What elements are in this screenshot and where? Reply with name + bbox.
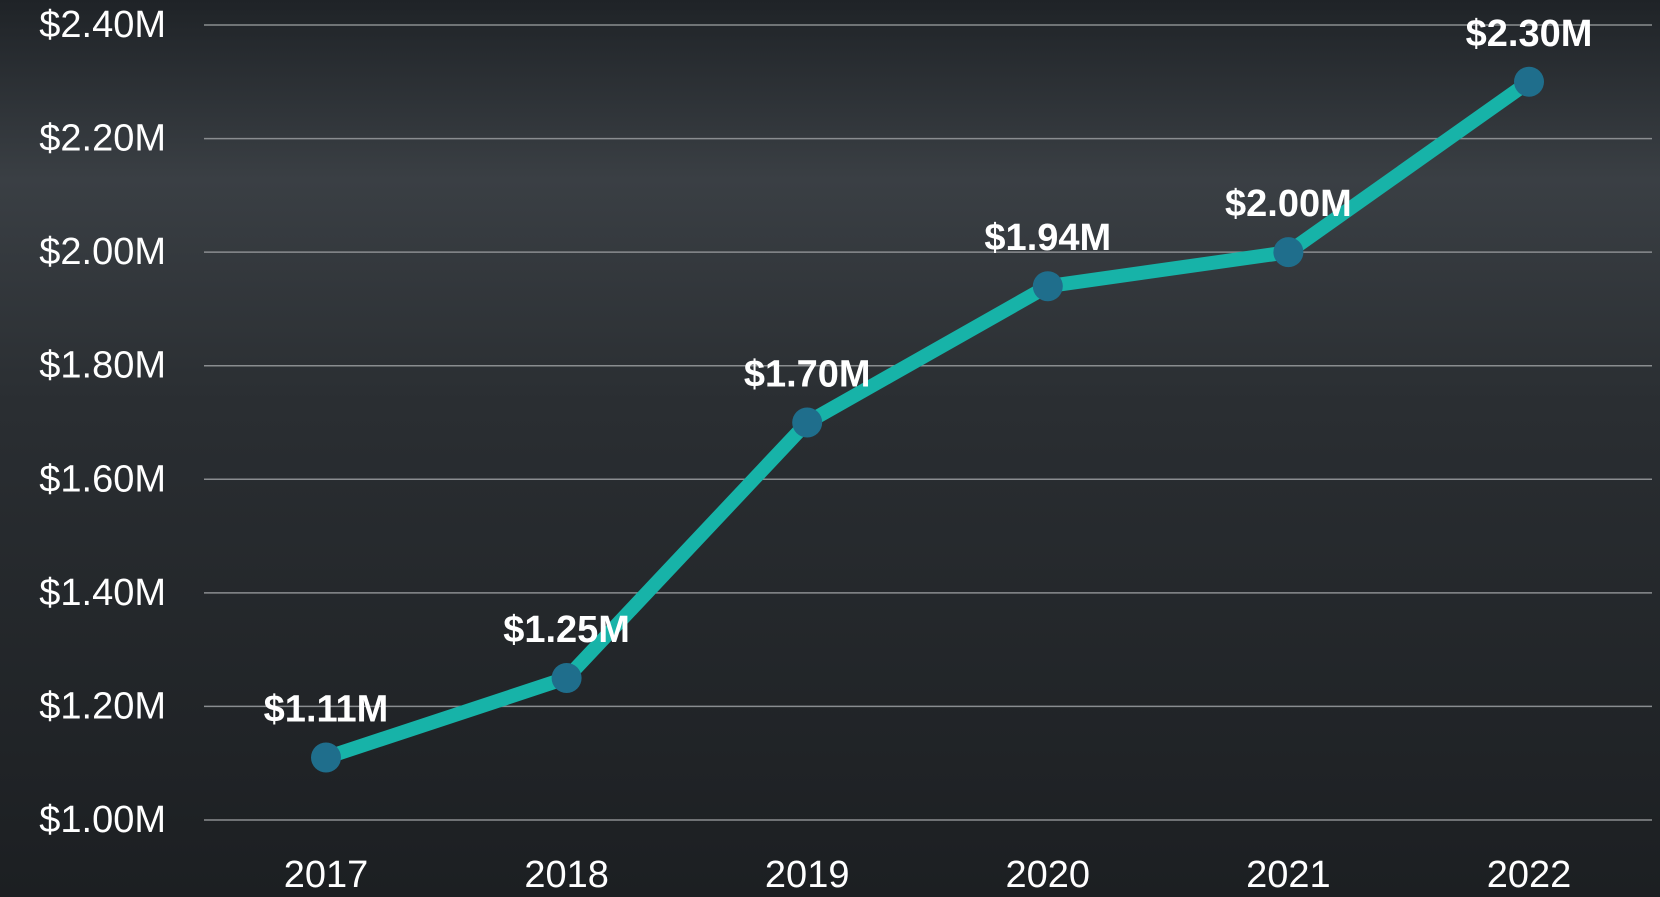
data-label: $2.30M <box>1466 13 1593 55</box>
x-tick-label: 2022 <box>1487 854 1572 896</box>
y-tick-label: $1.00M <box>39 799 166 841</box>
marker <box>1514 66 1544 97</box>
data-label: $2.00M <box>1225 183 1352 225</box>
marker <box>1273 237 1304 268</box>
x-tick-label: 2017 <box>284 854 369 896</box>
y-tick-label: $1.60M <box>39 458 166 500</box>
y-tick-label: $1.20M <box>39 685 166 727</box>
marker <box>551 663 582 694</box>
marker <box>311 742 341 773</box>
y-tick-label: $2.20M <box>39 118 166 160</box>
y-tick-label: $2.00M <box>39 231 166 273</box>
y-tick-label: $2.40M <box>39 4 166 46</box>
y-tick-label: $1.80M <box>39 345 166 387</box>
data-label: $1.70M <box>744 354 871 396</box>
data-label: $1.25M <box>503 609 630 651</box>
line <box>319 74 1536 765</box>
x-tick-label: 2020 <box>1006 854 1091 896</box>
x-tick-label: 2018 <box>524 854 609 896</box>
marker <box>1032 271 1063 302</box>
data-label: $1.11M <box>264 689 389 731</box>
marker <box>792 407 823 438</box>
x-tick-label: 2021 <box>1246 854 1331 896</box>
data-label: $1.94M <box>984 217 1111 259</box>
x-tick-label: 2019 <box>765 854 850 896</box>
y-tick-label: $1.40M <box>39 572 166 614</box>
